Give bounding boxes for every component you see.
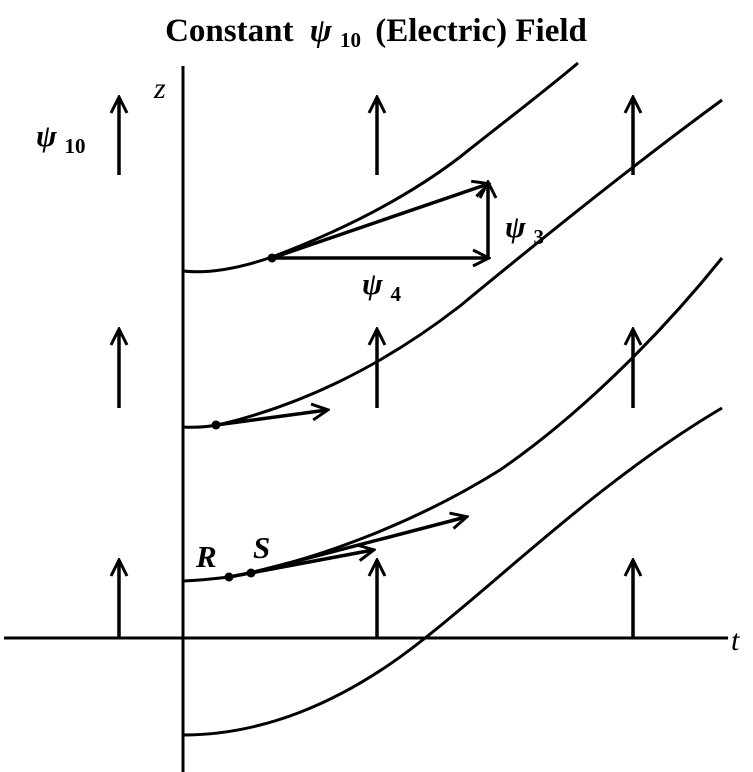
field-psi-symbol: ψ (36, 118, 57, 153)
field-psi-subscript: 10 (64, 134, 85, 158)
worldline-curve-2 (182, 98, 723, 429)
diagram-title: Constant ψ 10 (Electric) Field (165, 13, 587, 55)
tangent-vector-s (250, 517, 466, 575)
point-r-label: R (195, 539, 217, 574)
tangent-point-top (267, 253, 277, 263)
title-prefix: Constant (165, 13, 293, 49)
title-psi-subscript: 10 (340, 28, 361, 52)
z-axis-label: z (153, 72, 166, 105)
worldline-curve-1 (182, 61, 579, 274)
psi3-subscript: 3 (533, 225, 544, 249)
psi4-symbol: ψ (362, 266, 383, 301)
t-axis-label: t (731, 624, 740, 657)
psi4-label: ψ 4 (362, 266, 401, 306)
tangent-vector-second (215, 410, 327, 427)
field-psi10-label: ψ 10 (36, 118, 85, 158)
point-s-label: S (253, 530, 270, 565)
psi3-label: ψ 3 (505, 209, 544, 249)
worldline-curve-4 (182, 406, 723, 737)
title-psi-symbol: ψ (310, 13, 333, 49)
psi4-subscript: 4 (390, 282, 401, 306)
title-suffix: (Electric) Field (375, 13, 587, 49)
resultant-vector-arrow (271, 184, 488, 260)
psi3-symbol: ψ (505, 209, 526, 244)
tangent-vector-r (228, 550, 373, 579)
